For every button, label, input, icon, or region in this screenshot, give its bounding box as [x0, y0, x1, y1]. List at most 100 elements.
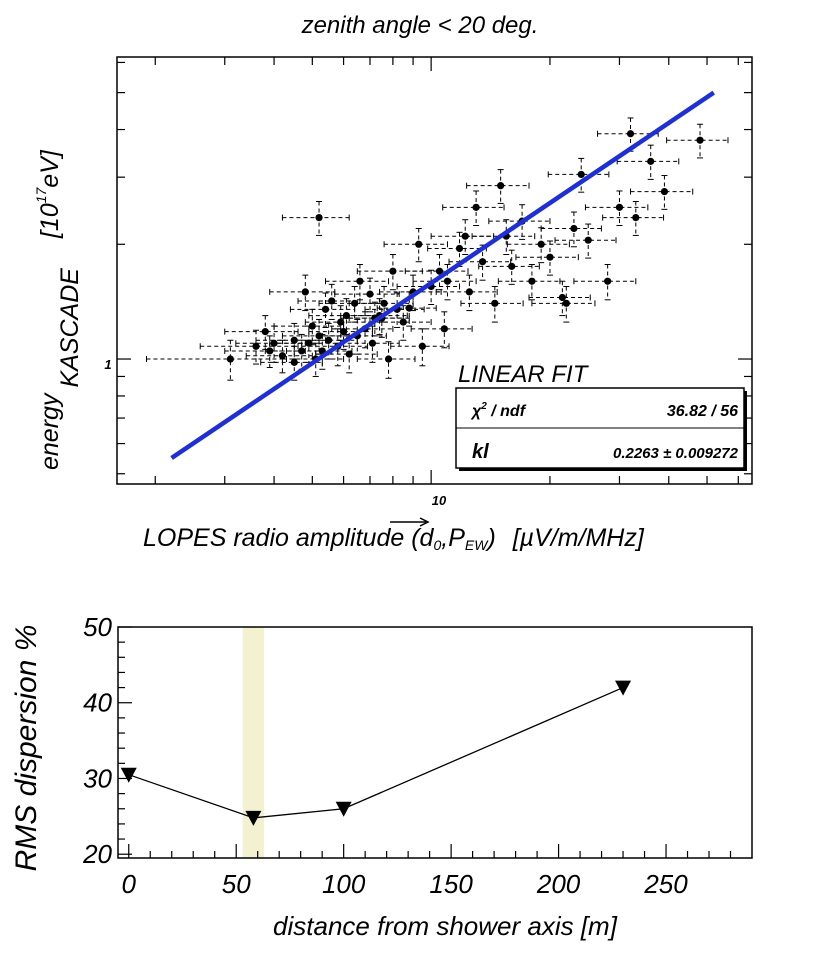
data-point: [461, 232, 469, 240]
xlabel-sub0: 0: [433, 537, 441, 553]
y-tick-label-bottom: 30: [83, 763, 112, 793]
data-point: [366, 290, 374, 298]
y-tick-label-bottom: 20: [82, 839, 112, 869]
series-line: [128, 686, 624, 819]
data-point: [435, 267, 444, 275]
data-point: [290, 336, 298, 344]
data-point: [491, 299, 499, 307]
stats-row1-value: 36.82 / 56: [667, 403, 738, 420]
ylabel-units-end: eV]: [36, 149, 64, 188]
data-point: [321, 305, 330, 313]
data-point: [584, 236, 592, 244]
scatter-chart: zenith angle < 20 deg. 10 1 LOPES radio …: [33, 12, 753, 553]
x-axis-label: LOPES radio amplitude (d0,PEW) [µV/m/MHz…: [143, 517, 645, 553]
data-point: [226, 355, 234, 363]
x-axis-label-bottom: distance from shower axis [m]: [273, 911, 618, 941]
y-tick-label-bottom: 50: [83, 612, 112, 642]
axis-ticks: [117, 57, 752, 484]
data-point: [351, 299, 359, 307]
data-point: [315, 332, 323, 340]
data-point: [315, 213, 323, 222]
svg-text:energyKASCADE[1017eV]: energy KASCADE [1017eV]: [33, 149, 84, 470]
fit-line: [170, 90, 716, 460]
tick-labels-bottom: 0 50 100 150 200 250 20 30 40 50: [82, 612, 688, 899]
y-axis-label-bottom: RMS dispersion %: [10, 625, 43, 872]
data-point: [301, 288, 309, 296]
data-point: [399, 318, 407, 326]
data-point: [342, 311, 351, 320]
data-point: [632, 213, 640, 222]
data-point: [647, 157, 655, 165]
ndf-label: / ndf: [487, 403, 527, 420]
data-point: [528, 277, 536, 285]
data-point: [497, 182, 505, 190]
data-point: [270, 339, 278, 347]
highlight-band: [242, 627, 265, 858]
ylabel-units: [10: [36, 203, 64, 239]
stats-row1-label: χ2 / ndf: [470, 401, 527, 420]
data-point: [298, 347, 306, 355]
x-tick-label-bottom: 200: [536, 869, 581, 899]
x-tick-label-10: 10: [432, 493, 447, 508]
data-point: [418, 342, 426, 350]
chi-symbol: χ: [470, 403, 482, 420]
vector-arrowhead-icon: [419, 517, 430, 527]
data-point: [415, 240, 423, 248]
y-tick-label-bottom: 40: [83, 688, 112, 718]
data-point: [380, 299, 388, 307]
xlabel-comma: ,: [441, 524, 448, 552]
data-point: [325, 336, 333, 344]
x-tick-label-bottom: 50: [222, 869, 251, 899]
ylabel-units-exp: 17: [33, 187, 49, 204]
data-point: [328, 297, 336, 305]
data-point: [508, 262, 516, 270]
data-point: [440, 325, 448, 333]
data-point: [626, 130, 635, 138]
data-point: [252, 342, 260, 350]
data-point: [577, 170, 585, 179]
data-point: [537, 240, 545, 248]
xlabel-units: [µV/m/MHz]: [512, 524, 645, 552]
plot-frame: [116, 56, 753, 485]
data-point: [472, 203, 480, 211]
xlabel-vec: P: [448, 524, 465, 552]
chart-title: zenith angle < 20 deg.: [301, 12, 539, 39]
data-point: [570, 224, 578, 233]
x-tick-label-bottom: 150: [429, 869, 473, 899]
data-point: [305, 339, 313, 347]
data-point: [308, 322, 316, 330]
data-point: [356, 277, 364, 285]
error-bars: [145, 117, 729, 381]
plot-frame-bottom: [117, 626, 753, 859]
data-point: [558, 293, 566, 302]
data-point: [278, 352, 287, 360]
axis-ticks-bottom: [118, 626, 732, 858]
data-point: [337, 318, 345, 326]
stats-row2-value: 0.2263 ± 0.009272: [613, 445, 739, 462]
triangle-down-marker: [120, 767, 137, 783]
data-point: [261, 328, 269, 336]
xlabel-main: LOPES radio amplitude (d: [143, 524, 435, 552]
data-point: [443, 277, 452, 285]
triangle-down-marker: [335, 801, 352, 817]
x-tick-label-bottom: 250: [643, 869, 688, 899]
data-point: [546, 253, 554, 261]
data-point: [478, 258, 487, 266]
series-markers: [120, 680, 632, 826]
data-point: [660, 187, 669, 196]
x-tick-label-bottom: 0: [122, 869, 137, 899]
data-point: [604, 277, 612, 285]
data-point: [389, 267, 397, 275]
chi-sup: 2: [480, 401, 487, 412]
x-tick-label-bottom: 100: [322, 869, 366, 899]
y-tick-label-1: 1: [104, 357, 111, 372]
data-point: [405, 304, 413, 312]
stats-title: LINEAR FIT: [458, 361, 590, 388]
data-point: [455, 244, 464, 253]
data-point: [562, 299, 570, 307]
xlabel-close: ): [484, 524, 495, 552]
triangle-down-marker: [245, 810, 262, 826]
data-point: [368, 339, 377, 347]
y-axis-label: energy KASCADE [1017eV]: [33, 149, 84, 470]
